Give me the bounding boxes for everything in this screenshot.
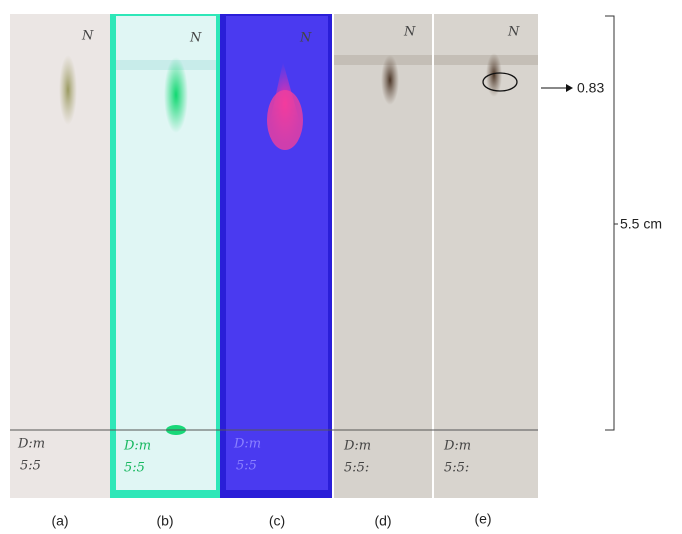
plate-note: D:m — [233, 437, 261, 452]
plate-ratio: 5:5: — [344, 461, 369, 476]
plate-e — [434, 14, 538, 498]
plate-ratio: 5:5 — [124, 461, 145, 476]
plate-note: D:m — [343, 439, 371, 454]
panel-label: (b) — [156, 513, 173, 529]
length-label: 5.5 cm — [620, 216, 662, 232]
plate-mark: N — [189, 31, 202, 46]
plate-ratio: 5:5 — [236, 459, 257, 474]
plate-c — [220, 14, 332, 498]
plate-b — [110, 14, 220, 498]
rf-value: 0.83 — [577, 80, 604, 96]
panel-label: (d) — [374, 513, 391, 529]
handwriting: N N N N N D:m 5:5 D:m 5:5 D:m 5:5 D:m 5:… — [17, 25, 520, 476]
rf-circle — [482, 72, 518, 92]
plate-mark: N — [403, 25, 416, 40]
plate-ratio: 5:5: — [444, 461, 469, 476]
rf-arrowhead — [566, 84, 573, 92]
panel-label: (c) — [269, 513, 285, 529]
plate-mark: N — [299, 31, 312, 46]
plate-a — [10, 14, 110, 498]
plate-mark: N — [81, 29, 94, 44]
plate-mark: N — [507, 25, 520, 40]
plate-note: D:m — [443, 439, 471, 454]
plate-note: D:m — [123, 439, 151, 454]
plate-ratio: 5:5 — [20, 459, 41, 474]
panel-label: (a) — [51, 513, 68, 529]
panel-label: (e) — [474, 511, 491, 527]
plate-note: D:m — [17, 437, 45, 452]
plate-d — [334, 14, 432, 498]
length-bracket — [605, 15, 618, 431]
